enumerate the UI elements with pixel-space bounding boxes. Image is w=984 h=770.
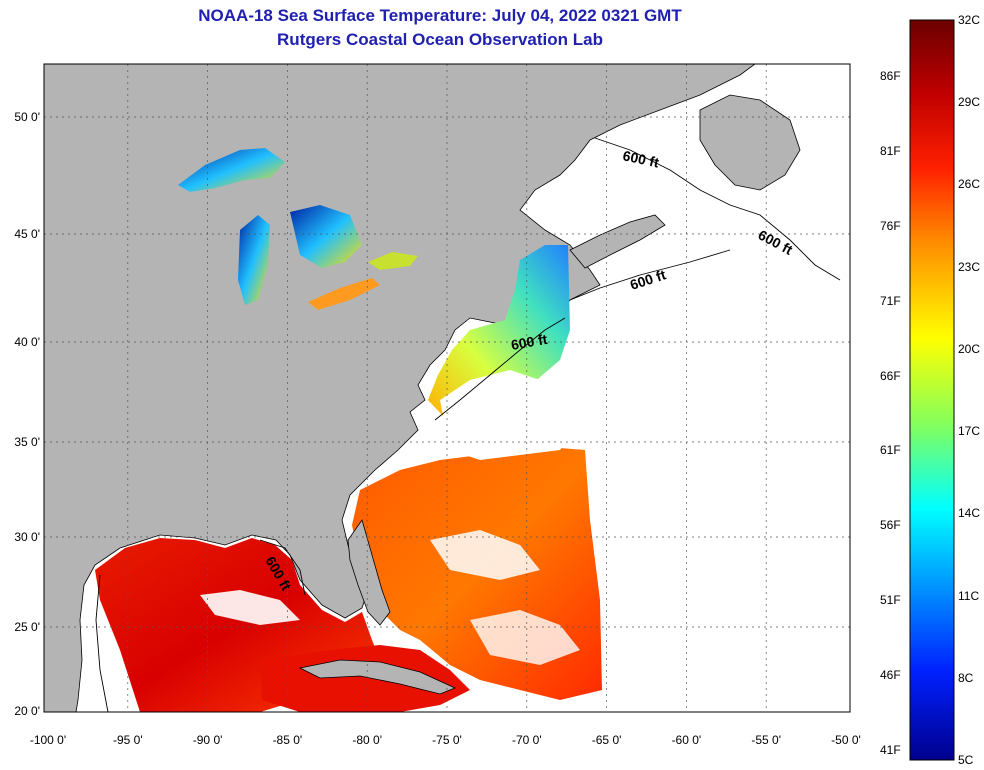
contour-600ft — [594, 137, 841, 281]
land-mass — [44, 64, 756, 712]
latitude-label: 20 0' — [14, 704, 40, 718]
colorbar-celsius-label: 5C — [958, 753, 974, 767]
latitude-label: 35 0' — [14, 435, 40, 449]
newfoundland — [699, 94, 801, 191]
contour-label: 600 ft — [621, 147, 660, 170]
map-frame — [43, 63, 851, 713]
longitude-label: -95 0' — [113, 733, 143, 747]
cloud-cover — [200, 590, 300, 625]
contour-600ft — [95, 574, 109, 712]
colorbar-fahrenheit-label: 51F — [880, 593, 901, 608]
longitude-label: -100 0' — [30, 733, 66, 747]
longitude-label: -60 0' — [672, 733, 702, 747]
colorbar-fahrenheit-label: 86F — [880, 69, 901, 83]
colorbar-fahrenheit-label: 71F — [880, 293, 901, 308]
longitude-label: -80 0' — [352, 733, 382, 747]
colorbar-celsius-label: 8C — [958, 670, 974, 685]
lake-erie — [308, 278, 380, 310]
latitude-axis: 50 0' 45 0' 40 0' 35 0' 30 0' 25 0' 20 0' — [14, 110, 40, 718]
colorbar-fahrenheit-label: 41F — [880, 743, 901, 757]
cloud-cover — [470, 610, 580, 665]
colorbar — [909, 19, 955, 761]
longitude-label: -85 0' — [273, 733, 303, 747]
contour-600ft — [434, 317, 566, 421]
latitude-label: 25 0' — [14, 620, 40, 634]
contour-600ft — [259, 539, 306, 596]
nova-scotia — [569, 214, 666, 269]
colorbar-fahrenheit-label: 61F — [880, 443, 901, 458]
longitude-axis: -100 0' -95 0' -90 0' -85 0' -80 0' -75 0' -70… — [30, 733, 861, 747]
longitude-label: -70 0' — [512, 733, 542, 747]
longitude-label: -90 0' — [193, 733, 223, 747]
colorbar-fahrenheit-label: 66F — [880, 368, 901, 383]
colorbar-celsius-label: 29C — [958, 95, 981, 110]
cloud-cover — [440, 370, 575, 460]
map-title: NOAA-18 Sea Surface Temperature: July 04… — [198, 6, 682, 25]
contour-label: 600 ft — [510, 331, 549, 353]
colorbar-celsius-label: 26C — [958, 177, 981, 192]
latitude-label: 50 0' — [14, 110, 40, 124]
colorbar-celsius-label: 32C — [958, 13, 981, 27]
contour-600ft — [569, 249, 731, 301]
latitude-label: 40 0' — [14, 335, 40, 349]
colorbar-fahrenheit-label: 56F — [880, 518, 901, 533]
cuba — [298, 659, 457, 695]
latitude-label: 45 0' — [14, 227, 40, 241]
map-subtitle: Rutgers Coastal Ocean Observation Lab — [277, 30, 603, 49]
lake-superior — [178, 148, 285, 192]
colorbar-celsius-label: 20C — [958, 341, 981, 356]
longitude-label: -65 0' — [592, 733, 622, 747]
longitude-label: -50 0' — [831, 733, 861, 747]
cloud-cover — [430, 530, 540, 580]
latitude-label: 30 0' — [14, 530, 40, 544]
florida — [347, 519, 391, 626]
lake-ontario — [368, 252, 418, 270]
colorbar-celsius-label: 17C — [958, 424, 981, 439]
colorbar-celsius-label: 23C — [958, 259, 981, 274]
colorbar-fahrenheit-label: 76F — [880, 218, 901, 233]
colorbar-celsius-label: 11C — [958, 588, 980, 603]
lake-michigan — [238, 215, 270, 305]
longitude-label: -75 0' — [432, 733, 462, 747]
northeast-sst — [428, 245, 570, 418]
colorbar-fahrenheit-label: 46F — [880, 668, 901, 683]
colorbar-fahrenheit-label: 81F — [880, 143, 901, 158]
lake-huron — [290, 205, 362, 268]
caribbean-sst — [260, 645, 470, 712]
colorbar-celsius-label: 14C — [958, 506, 981, 521]
longitude-label: -55 0' — [751, 733, 781, 747]
map-grid — [44, 64, 850, 712]
